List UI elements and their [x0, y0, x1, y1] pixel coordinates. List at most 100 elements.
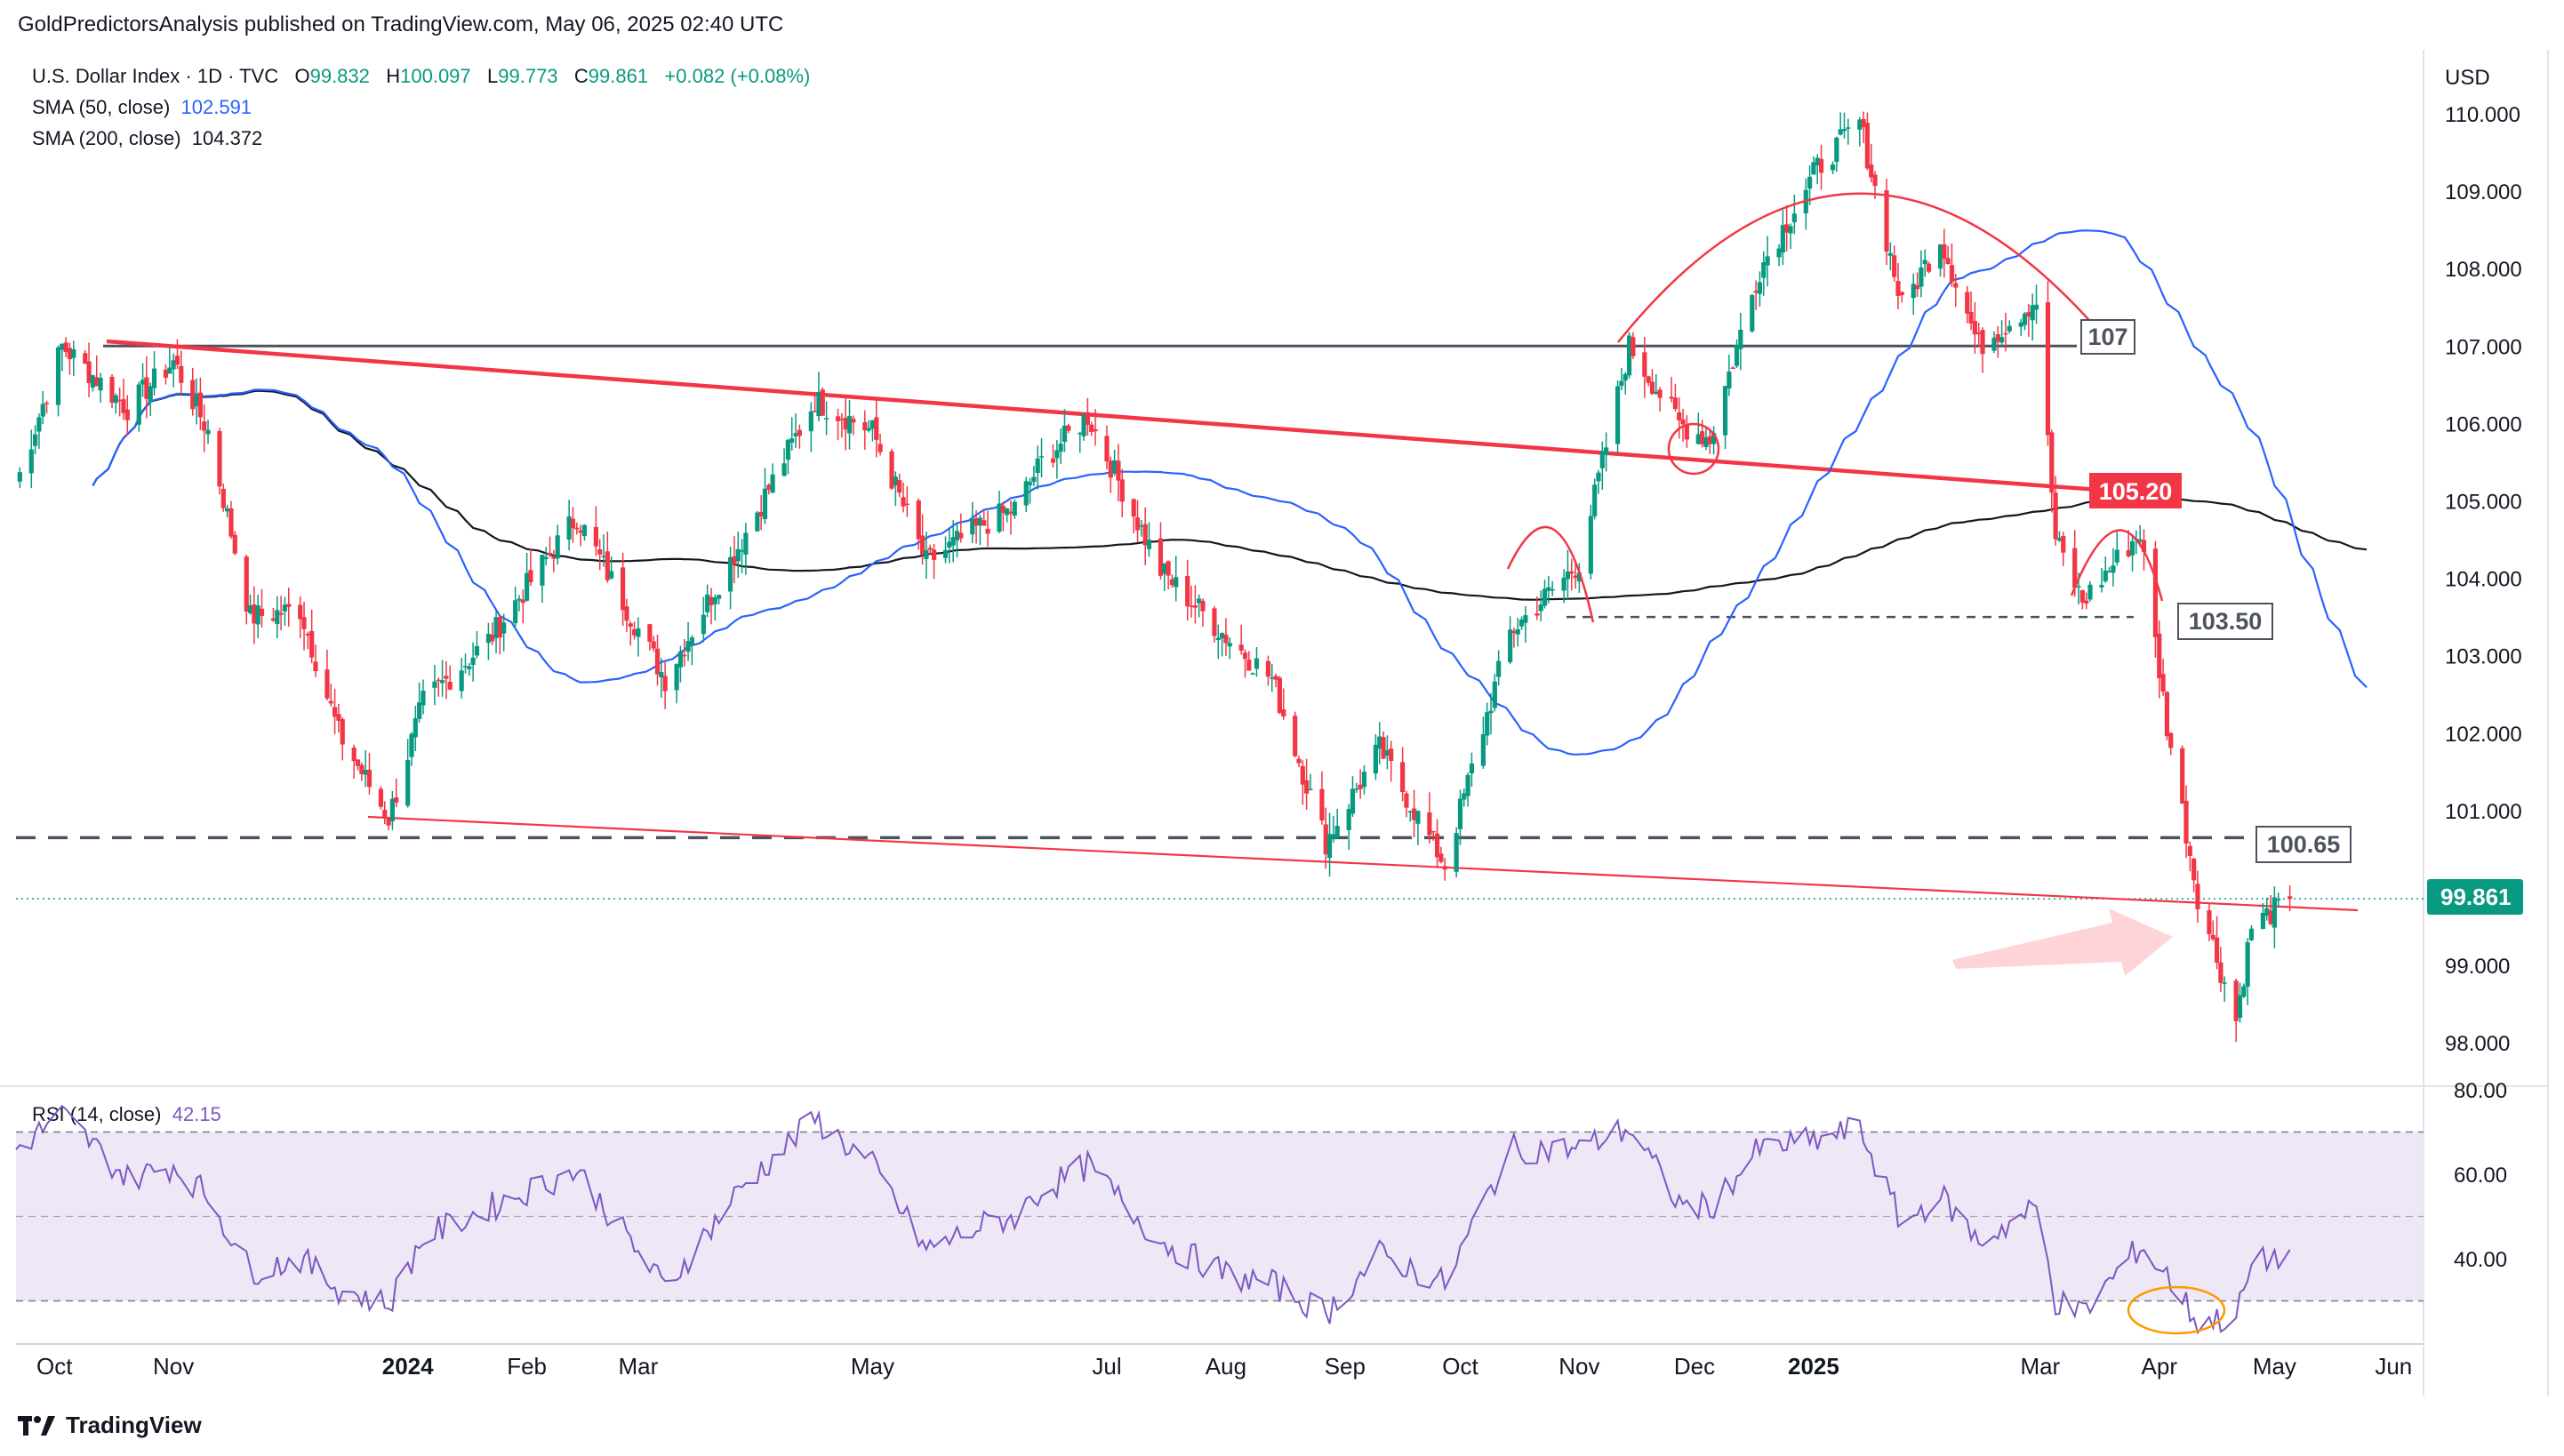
candle [67, 342, 73, 375]
candle [659, 658, 664, 698]
lower-trendline[interactable] [367, 815, 2359, 912]
candle [1308, 773, 1313, 791]
time-tick-label: Nov [1558, 1353, 1599, 1380]
candle [540, 554, 545, 604]
candle [1657, 387, 1663, 412]
price-tick-label: 105.000 [2445, 491, 2522, 515]
candle [2056, 531, 2063, 542]
candle [823, 401, 829, 436]
rsi-legend[interactable]: RSI (14, close) 42.15 [32, 1103, 221, 1126]
candle [1265, 655, 1271, 686]
price-tick-label: 108.000 [2445, 258, 2522, 282]
sma200-line[interactable] [92, 389, 2368, 601]
candle [1062, 409, 1068, 452]
candle [2018, 318, 2023, 337]
candle [621, 552, 626, 627]
upper-trendline[interactable] [106, 339, 2099, 492]
candle [259, 588, 265, 628]
candle [1838, 112, 1843, 136]
candle [2030, 293, 2035, 341]
candle [647, 623, 653, 652]
candle [1734, 339, 1740, 369]
candle [701, 596, 706, 643]
price-tick-label: 99.000 [2445, 955, 2510, 979]
candle [190, 367, 196, 416]
candle [1596, 469, 1601, 494]
candle [1119, 468, 1125, 517]
candle [628, 620, 633, 646]
candle [2160, 659, 2166, 696]
candle [1050, 444, 1056, 468]
candle [1942, 228, 1947, 278]
legend-close: 99.861 [588, 65, 649, 87]
candle [1085, 397, 1090, 436]
candle [835, 408, 841, 441]
candle [1377, 722, 1382, 764]
candle [813, 392, 818, 412]
candle [636, 617, 641, 657]
candle [2272, 886, 2277, 948]
candle [1250, 672, 1255, 675]
candle [336, 703, 341, 732]
time-tick-label: Aug [1206, 1353, 1246, 1380]
candle [1281, 688, 1286, 720]
candle [1619, 367, 1624, 390]
candle [820, 387, 825, 417]
candle [662, 662, 668, 709]
candle [1511, 628, 1517, 648]
candle [2099, 567, 2104, 593]
sma50-line[interactable] [92, 229, 2368, 756]
candle [732, 536, 737, 584]
candle [1887, 242, 1893, 271]
candle [677, 645, 684, 683]
price-tick-label: 102.000 [2445, 723, 2522, 747]
legend-symbol[interactable]: U.S. Dollar Index · 1D · TVC [32, 65, 279, 87]
candle [1703, 427, 1709, 451]
candle [1438, 846, 1444, 864]
candle [1972, 301, 1977, 354]
candle [1189, 585, 1194, 618]
candle [2045, 281, 2051, 446]
candle [2264, 897, 2270, 921]
legend-sma200-row[interactable]: SMA (200, close) 104.372 [32, 123, 810, 154]
candle [2152, 540, 2159, 659]
rsi-line[interactable] [15, 1104, 2291, 1335]
candle [947, 527, 952, 564]
candle [2084, 592, 2089, 610]
candle [1991, 331, 1997, 354]
candle [682, 638, 687, 667]
candle [1834, 136, 1839, 172]
candle [974, 510, 979, 544]
candle [1496, 650, 1502, 686]
candle [1350, 776, 1356, 817]
candle [1296, 756, 1302, 767]
legend-sma50-row[interactable]: SMA (50, close) 102.591 [32, 92, 810, 123]
level-105-20-label[interactable]: 105.20 [2089, 473, 2182, 508]
level-107-label[interactable]: 107 [2080, 319, 2135, 355]
footer-brand[interactable]: TradingView [18, 1412, 202, 1439]
candle [117, 388, 123, 417]
legend-close-label: C [573, 65, 589, 87]
candle [1980, 327, 1985, 373]
price-pane: 110.000 109.000 108.000 107.000 106.000 105.0… [16, 103, 2522, 1056]
candles[interactable] [17, 111, 2293, 1043]
candle [275, 596, 280, 639]
candle [179, 350, 184, 396]
candle [1937, 244, 1943, 277]
level-103-50-label[interactable]: 103.50 [2177, 603, 2273, 640]
candle [2260, 902, 2266, 930]
level-100-65-label[interactable]: 100.65 [2256, 826, 2352, 863]
candle [148, 382, 153, 417]
time-axis[interactable]: Oct Nov 2024 Feb Mar May Jul Aug Sep Oct Nov Dec 202… [36, 1353, 2412, 1380]
candle [851, 415, 856, 436]
last-price-badge: 99.861 [2427, 879, 2523, 915]
candle [1089, 421, 1094, 436]
candle [86, 342, 92, 397]
time-tick-label: Sep [1325, 1353, 1366, 1380]
candle [2053, 476, 2058, 546]
candle [1884, 178, 1889, 265]
candle [2087, 580, 2093, 602]
candle [1654, 373, 1659, 396]
candle [2026, 303, 2031, 338]
